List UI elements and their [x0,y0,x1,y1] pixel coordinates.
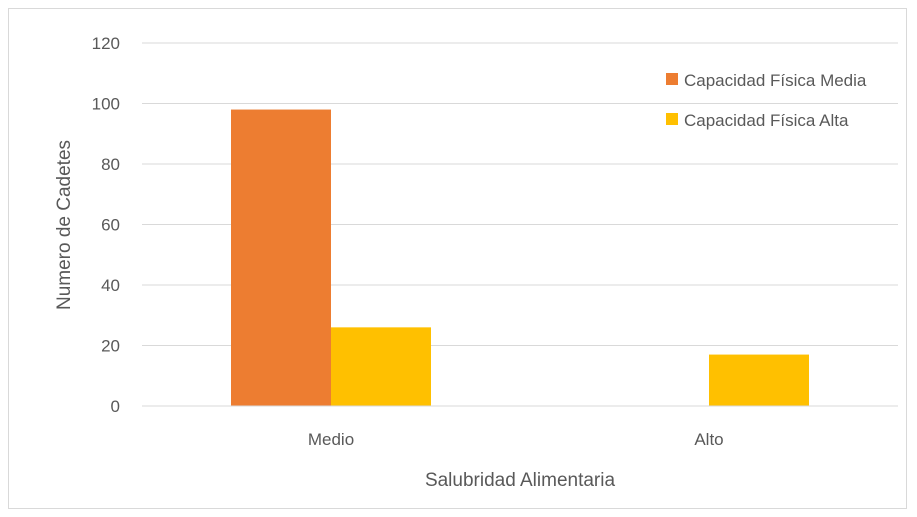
x-tick-label: Alto [694,430,723,449]
y-axis-ticks: 0 20 40 60 80 100 120 [92,34,120,416]
y-tick-label: 80 [101,155,120,174]
x-tick-label: Medio [308,430,354,449]
x-axis-ticks: Medio Alto [308,430,724,449]
y-axis-title: Numero de Cadetes [54,140,75,310]
legend: Capacidad Física Media Capacidad Física … [666,71,867,130]
bar-medio-series-0 [231,109,331,407]
y-tick-label: 120 [92,34,120,53]
legend-swatch-capacidad-fisica-alta [666,113,678,125]
legend-swatch-capacidad-fisica-media [666,73,678,85]
x-axis-title: Salubridad Alimentaria [425,470,616,491]
legend-label-capacidad-fisica-media: Capacidad Física Media [684,71,867,90]
y-tick-label: 60 [101,216,120,235]
chart-frame [8,8,907,509]
y-tick-label: 20 [101,337,120,356]
y-tick-label: 40 [101,276,120,295]
y-tick-label: 0 [111,397,120,416]
bar-alto-series-1 [709,354,809,406]
bar-medio-series-1 [331,327,431,406]
legend-label-capacidad-fisica-alta: Capacidad Física Alta [684,111,849,130]
bars [231,109,809,407]
y-tick-label: 100 [92,95,120,114]
